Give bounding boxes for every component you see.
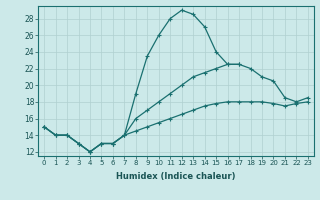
X-axis label: Humidex (Indice chaleur): Humidex (Indice chaleur) xyxy=(116,172,236,181)
